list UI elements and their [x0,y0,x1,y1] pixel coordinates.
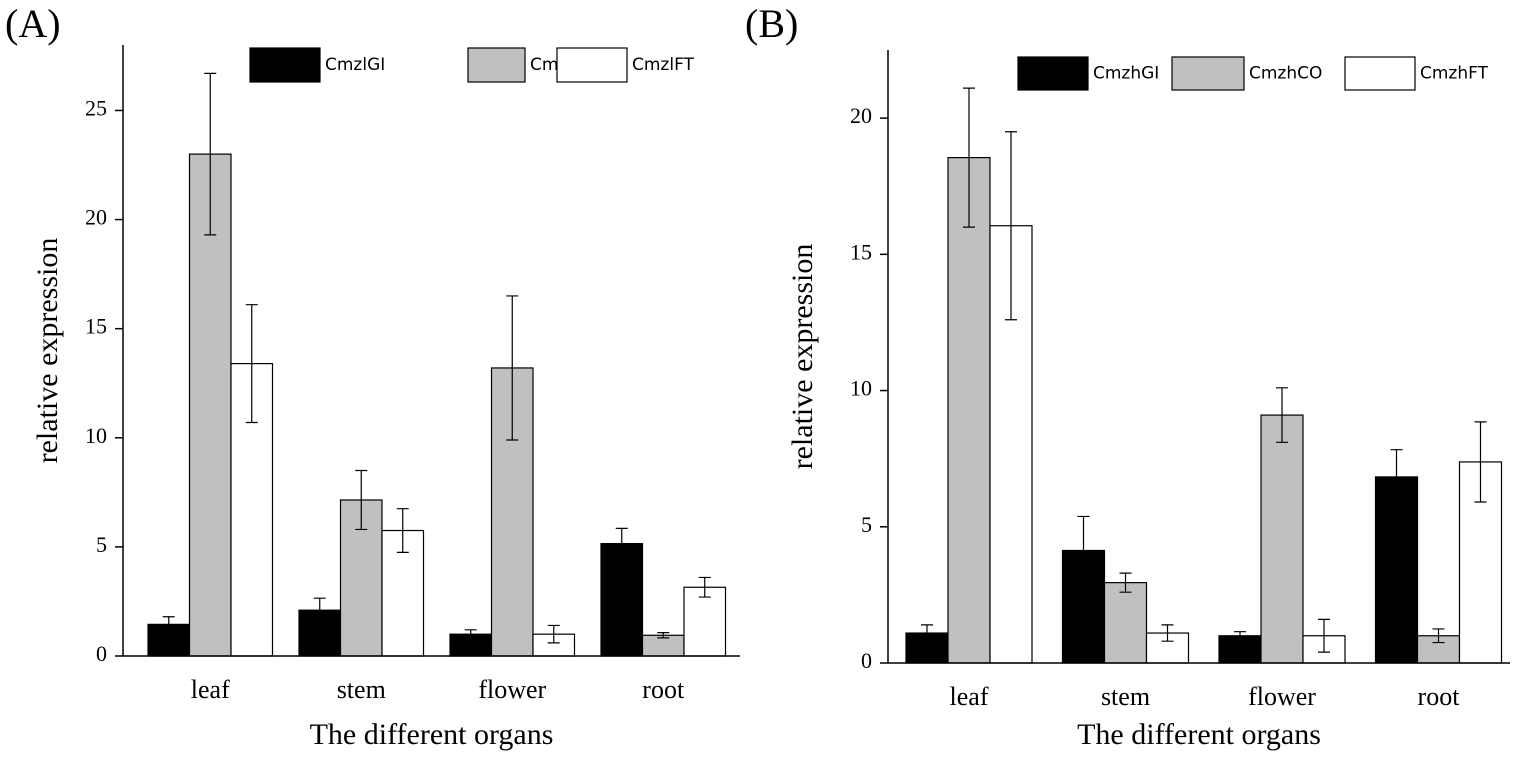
x-axis-label: The different organs [1077,718,1321,751]
legend-label: CmzhFT [1420,64,1489,84]
legend-swatch [1171,56,1245,91]
bar [947,157,991,664]
x-tick-label: flower [1248,682,1316,711]
legend-label: CmzhGI [1093,64,1159,84]
error-bar [1318,618,1330,653]
error-bar [1276,387,1288,443]
error-bar [1390,449,1403,505]
legend-label: CmzhCO [1249,64,1322,84]
panel-label: (A) [5,1,61,46]
y-tick-label: 20 [850,103,872,128]
x-tick-label: stem [337,675,386,704]
y-tick-label: 0 [861,648,872,673]
y-tick-label: 25 [85,96,107,121]
error-bar [204,72,217,236]
error-bar [1077,515,1090,586]
legend-swatch [1344,56,1416,91]
error-bar [396,508,409,553]
legend-swatch [556,47,628,83]
y-tick-label: 15 [85,314,107,339]
bar [1260,414,1304,664]
error-bar [1474,421,1487,503]
y-axis-label: relative expression [786,244,819,470]
x-axis-label: The different organs [310,718,554,751]
error-bar [698,576,711,598]
y-tick-label: 5 [861,512,872,537]
error-bar [1234,631,1246,641]
error-bar [963,87,975,228]
x-tick-label: root [1418,682,1461,711]
error-bar [1161,624,1174,642]
error-bar [615,527,628,560]
x-tick-label: stem [1101,682,1150,711]
y-tick-label: 0 [96,641,107,666]
panel-label: (B) [745,1,798,46]
error-bar [245,304,258,424]
x-tick-label: leaf [191,675,230,704]
bar [1103,582,1148,664]
error-bar [547,624,560,644]
y-tick-label: 10 [85,423,107,448]
x-tick-label: flower [478,675,546,704]
x-tick-label: root [642,675,685,704]
error-bar [506,295,519,441]
legend-swatch [1017,56,1089,91]
error-bar [1432,628,1445,644]
y-tick-label: 15 [850,239,872,264]
error-bar [1119,572,1132,593]
error-bar [921,624,933,642]
legend-swatch [249,47,321,83]
x-tick-label: leaf [950,682,989,711]
error-bar [1005,131,1017,321]
error-bar [355,469,368,531]
error-bar [657,632,670,639]
legend-swatch [467,47,526,83]
error-bar [464,629,477,640]
bar [1374,476,1419,664]
error-bar [313,597,326,623]
bar [600,543,644,657]
legend-label: CmzlGI [325,55,385,75]
error-bar [162,616,175,633]
y-tick-label: 5 [96,532,107,557]
bar [683,586,727,657]
legend-label: CmzlFT [632,55,695,75]
y-tick-label: 10 [850,376,872,401]
y-axis-label: relative expression [31,238,64,464]
y-tick-label: 20 [85,205,107,230]
